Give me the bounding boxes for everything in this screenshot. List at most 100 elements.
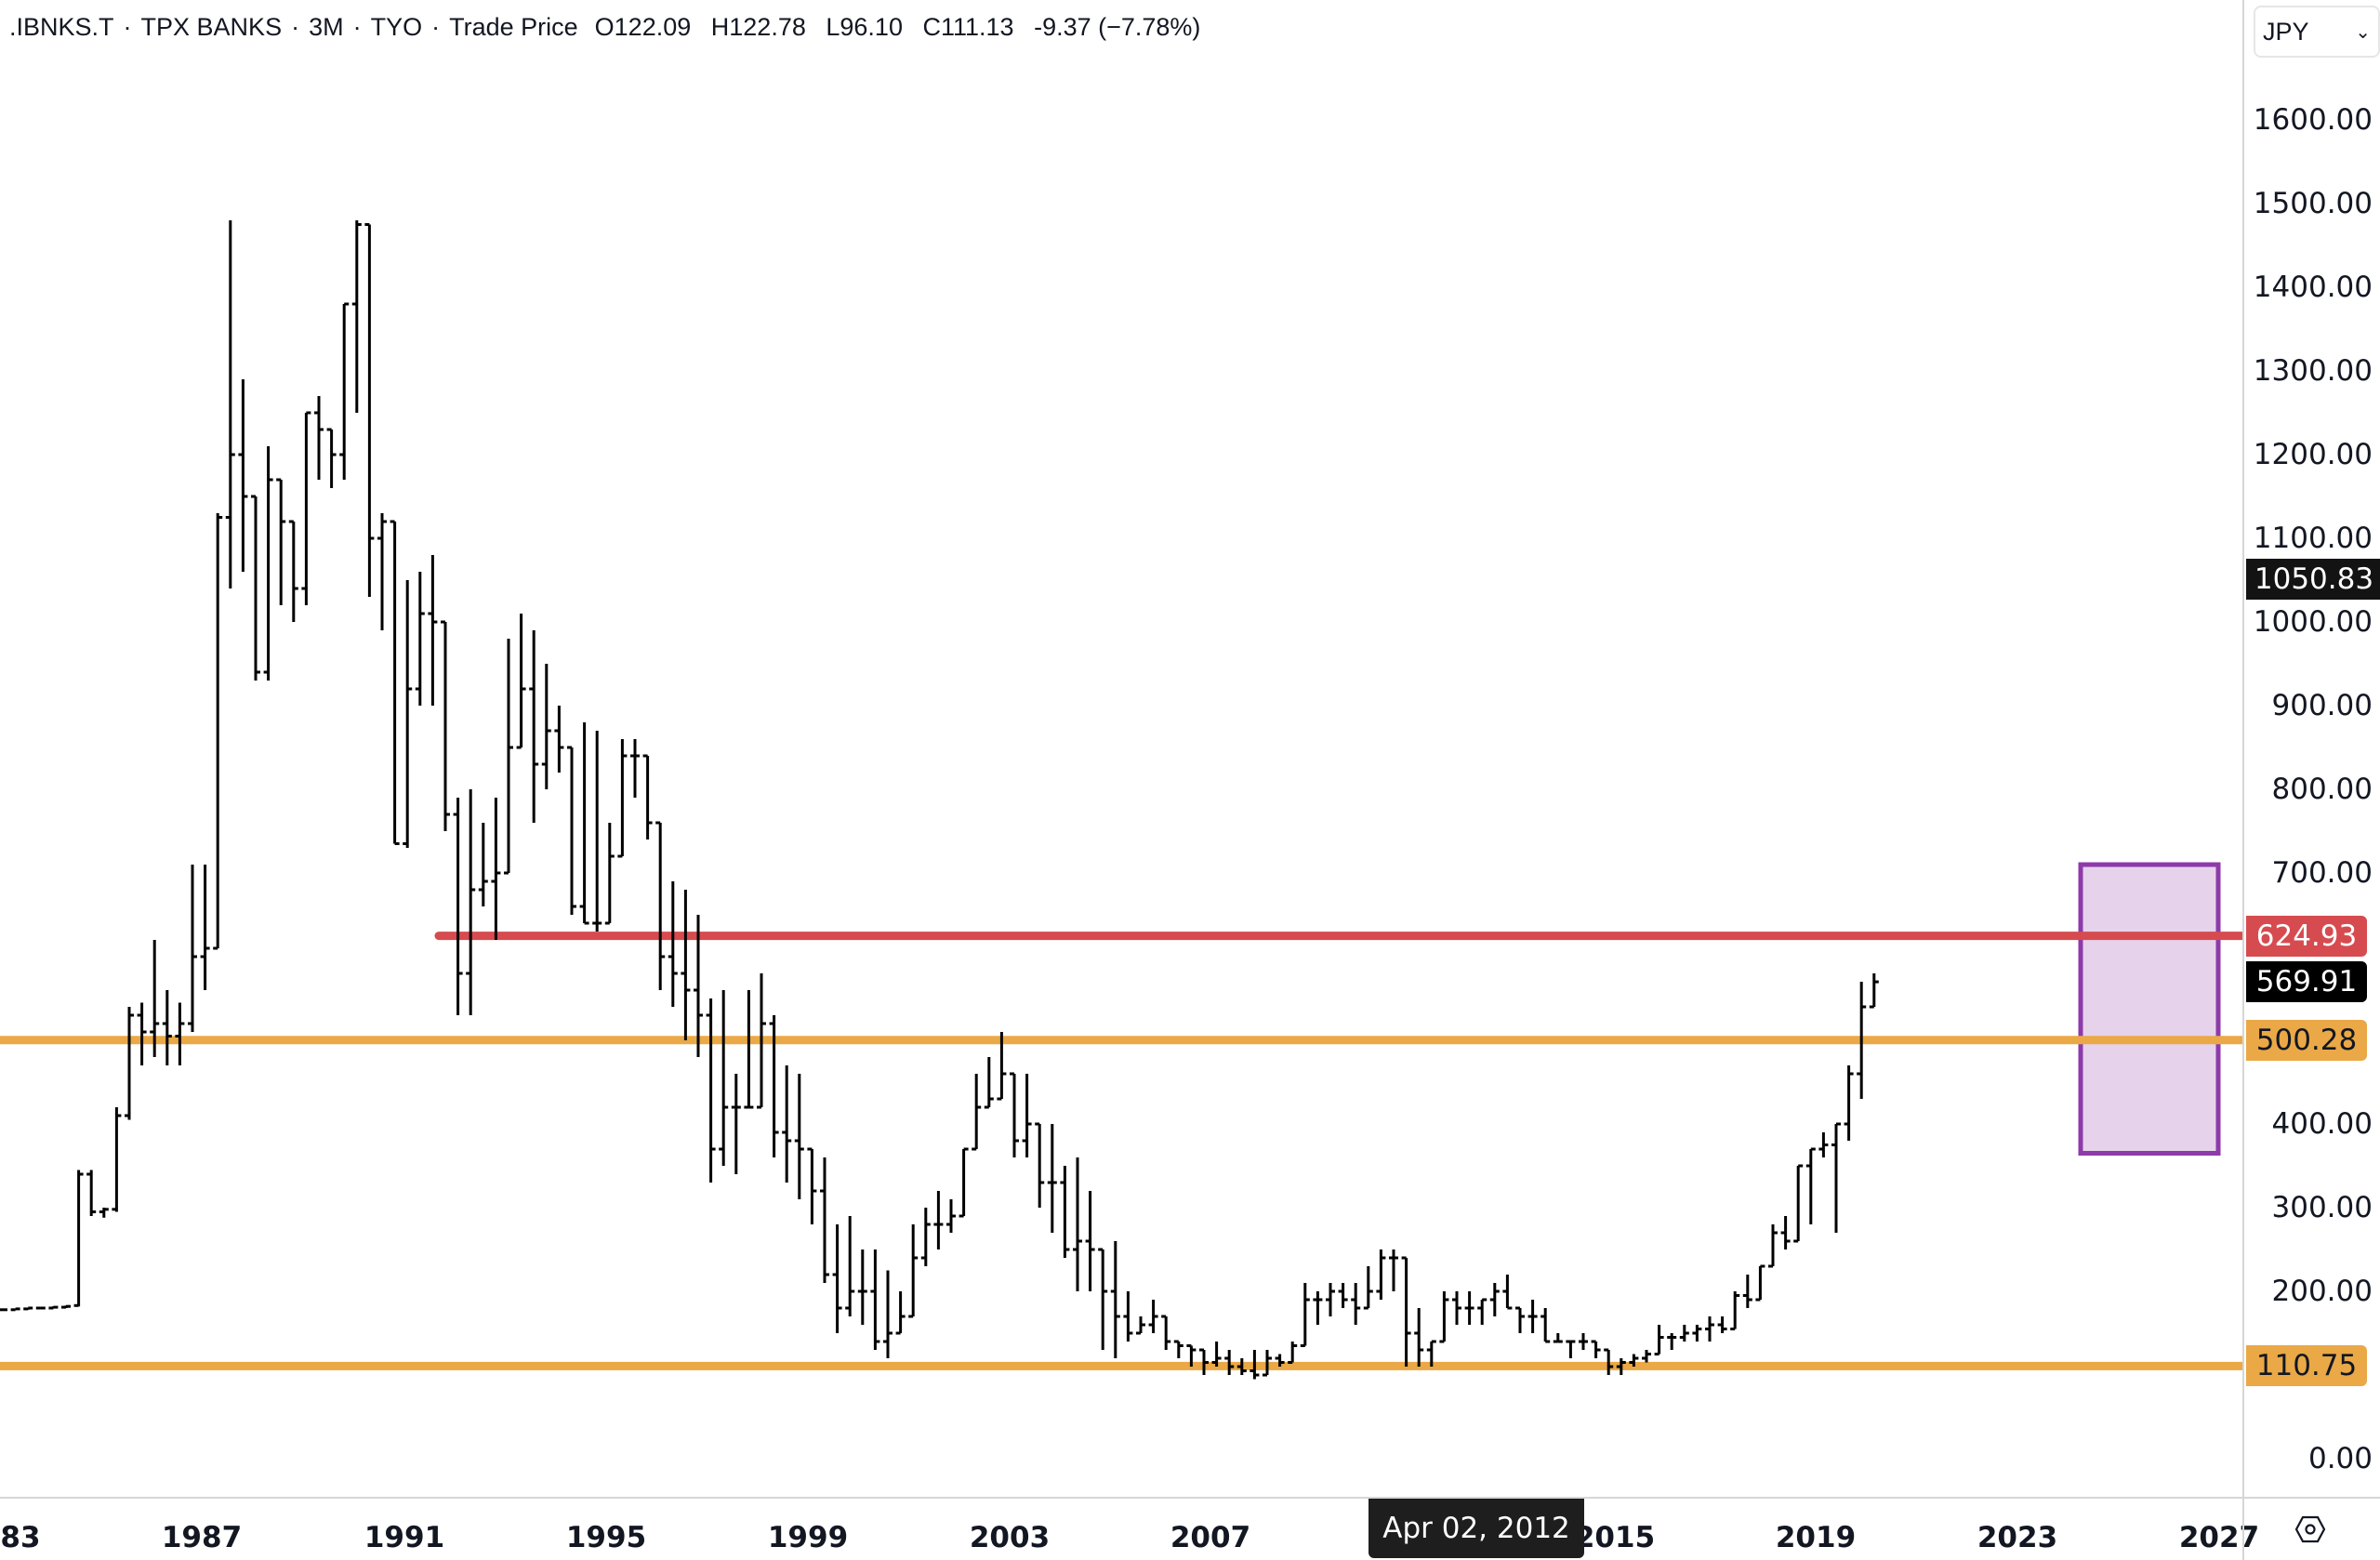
time-tick-label: 2019 [1775,1521,1857,1554]
price-tick-label: 1200.00 [2253,438,2373,471]
time-tick-label: 2015 [1574,1521,1656,1554]
ohlc-bar [478,823,488,906]
ohlc-bar [1275,1354,1285,1367]
time-tick-label: 2003 [969,1521,1051,1554]
ohlc-bar [731,1074,741,1174]
ohlc-bar [1224,1350,1235,1375]
ohlc-bar [339,302,350,480]
ohlc-bar [757,973,766,1109]
ohlc-bar [263,446,273,681]
ohlc-bar [1186,1344,1197,1367]
ohlc-bar [997,1032,1007,1101]
symbol-ticker[interactable]: .IBNKS.T [9,13,114,41]
ohlc-bar [681,890,691,1040]
ohlc-bar [1642,1350,1651,1363]
ohlc-bar [48,1305,59,1310]
ohlc-bar [1035,1122,1045,1208]
ohlc-chart[interactable] [0,0,2247,1497]
price-tick-label: 1500.00 [2253,187,2373,220]
ohlc-bar [870,1249,880,1350]
time-tick-label: 2023 [1977,1521,2058,1554]
ohlc-bar [1414,1308,1424,1367]
time-tick-label: 1999 [767,1521,849,1554]
price-tick-label: 400.00 [2271,1107,2373,1141]
ohlc-bar [1401,1256,1411,1367]
currency-selector[interactable]: JPY ⌄ [2254,6,2380,58]
ohlc-bar [984,1057,994,1109]
time-axis[interactable]: 83 1987 1991 1995 1999 2003 2007 2015 2019 2023 20… [0,1497,2259,1560]
ohlc-bar [150,940,160,1057]
ohlc-bar [504,639,513,875]
ohlc-bar [706,998,716,1183]
ohlc-bar [1148,1300,1158,1333]
ohlc-bar [794,1074,804,1199]
ohlc-bar [1869,973,1879,1009]
price-tick-label: 1400.00 [2253,271,2373,304]
ohlc-bar [883,1270,892,1358]
currency-value: JPY [2263,17,2309,46]
ohlc-bar [567,746,576,915]
ohlc-bar [1300,1283,1310,1347]
ohlc-bar [1363,1266,1373,1310]
ohlc-bar [832,1224,842,1333]
interval-label[interactable]: 3M [309,13,344,41]
ohlc-bar [390,520,400,845]
ohlc-bar [288,520,298,622]
ohlc-bar [1060,1166,1070,1258]
ohlc-bar [1211,1342,1222,1367]
chart-plot-area[interactable] [0,0,2247,1497]
separator: · [352,13,362,41]
price-tick-label: 300.00 [2271,1191,2373,1224]
chevron-down-icon: ⌄ [2355,21,2371,43]
ohlc-bar [0,1308,7,1312]
separator: · [431,13,441,41]
ohlc-bar [516,614,526,749]
ohlc-bar [301,411,311,605]
ohlc-bar [1250,1350,1260,1380]
ohlc-bar [1047,1124,1057,1233]
ohlc-bar [1755,1264,1765,1302]
symbol-legend: .IBNKS.T · TPX BANKS · 3M · TYO · Trade … [9,13,1213,42]
price-tick-label: 700.00 [2271,856,2373,890]
ohlc-bar [959,1147,969,1218]
ohlc-bar [1857,982,1867,1099]
ohlc-bar [592,731,602,932]
ohlc-bar [1338,1283,1348,1308]
ohlc-bar [10,1307,20,1312]
ohlc-bar [630,739,640,798]
ohlc-bar [1629,1354,1639,1367]
time-tick-label: 2007 [1170,1521,1251,1554]
time-tick-label: 83 [0,1521,41,1554]
ohlc-bar [1527,1300,1538,1333]
ohlc-bar [1477,1298,1488,1325]
ohlc-bar [1098,1248,1108,1350]
ohlc-bar [1426,1340,1436,1367]
ohlc-bar [655,821,666,990]
ohlc-bar [1085,1191,1095,1291]
ohlc-bar [491,798,501,940]
price-tick-label: 0.00 [2307,1442,2373,1475]
ohlc-bar [1717,1316,1727,1333]
open-value: O122.09 [594,13,692,41]
ohlc-bar [377,513,387,630]
settings-icon[interactable] [2294,1514,2326,1545]
symbol-name: TPX BANKS [140,13,283,41]
ohlc-bar [529,630,539,823]
ohlc-bar [125,1007,134,1120]
resistance-price-label: 624.93 [2246,915,2367,957]
ohlc-bar [769,1015,779,1157]
price-tick-label: 200.00 [2271,1275,2373,1308]
ohlc-bar [1818,1132,1829,1157]
ohlc-bar [73,1170,84,1307]
highlight-rectangle[interactable] [2078,862,2221,1156]
ohlc-bar [554,706,564,773]
ohlc-bar [1326,1283,1335,1316]
ohlc-bar [1844,1065,1854,1141]
ohlc-bar [1452,1291,1461,1325]
ohlc-bar [895,1291,906,1335]
time-tick-label: 1995 [565,1521,647,1554]
ohlc-bar [820,1157,829,1283]
ohlc-bar [23,1306,33,1311]
price-axis[interactable]: JPY ⌄ 1600.00 1500.00 1400.00 1300.00 1200.0… [2242,0,2380,1497]
ohlc-bar [668,881,678,1007]
